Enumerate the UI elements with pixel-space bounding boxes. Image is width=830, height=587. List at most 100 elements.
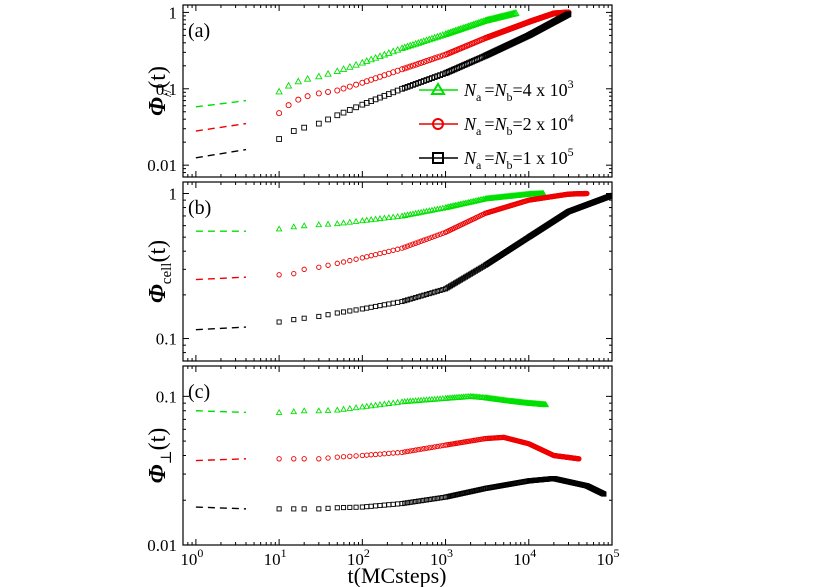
data-point-circle: [431, 55, 438, 62]
data-point-triangle: [300, 222, 308, 229]
legend-label-eq: =: [484, 80, 494, 100]
data-point-square: [359, 306, 365, 312]
data-point-triangle: [367, 402, 375, 409]
data-point-square: [353, 504, 359, 510]
data-point-circle: [364, 452, 370, 458]
data-point-triangle: [376, 401, 384, 408]
data-point-circle: [421, 237, 427, 243]
data-point-square: [399, 298, 405, 305]
data-point-circle: [372, 251, 379, 258]
legend-label-n2: N: [494, 80, 508, 100]
x-tick-labels: 100 101 102 103 104 105: [180, 546, 619, 569]
data-layer: [195, 9, 572, 159]
data-point-circle: [353, 81, 360, 88]
data-point-circle: [325, 88, 332, 95]
data-point-square: [418, 498, 424, 504]
x-tick-label-exponent: 5: [614, 546, 620, 560]
x-tick-label: 103: [430, 546, 453, 569]
data-point-circle: [407, 448, 413, 454]
y-tick-label: 1: [169, 3, 178, 22]
data-point-circle: [334, 260, 340, 266]
data-point-circle: [353, 256, 359, 262]
legend-label-exponent: 3: [568, 77, 574, 91]
data-point-triangle: [428, 34, 436, 42]
data-point-circle: [412, 447, 419, 453]
data-point-square: [432, 289, 438, 295]
data-point-square: [291, 317, 297, 323]
data-point-circle: [390, 450, 396, 456]
y-tick-label: 1: [169, 184, 178, 203]
data-point-square: [301, 124, 308, 131]
data-point-square: [437, 495, 443, 501]
data-point-triangle: [403, 42, 412, 50]
data-point-triangle: [367, 216, 375, 223]
legend-label-n2: N: [494, 114, 508, 134]
data-point-circle: [276, 110, 283, 117]
data-point-circle: [340, 85, 347, 92]
data-point-circle: [295, 96, 302, 103]
data-point-square: [407, 499, 413, 505]
y-tick-label: 0.1: [156, 330, 177, 349]
series-triangle: [195, 9, 520, 108]
data-point-triangle: [371, 53, 380, 61]
data-point-triangle: [430, 33, 439, 41]
data-point-circle: [402, 449, 408, 455]
data-point-square: [341, 309, 347, 315]
data-point-square: [609, 192, 612, 198]
data-point-circle: [426, 235, 432, 241]
data-point-square: [386, 301, 392, 307]
series-dashed-line: [195, 148, 247, 159]
data-point-triangle: [389, 213, 397, 220]
x-tick-label-base: 10: [180, 550, 197, 569]
x-tick-label: 104: [513, 546, 536, 569]
data-point-circle: [368, 452, 374, 458]
data-point-circle: [404, 243, 411, 249]
data-point-circle: [429, 444, 435, 451]
data-point-triangle: [324, 220, 332, 227]
x-tick-label: 101: [264, 546, 287, 569]
legend-label-n2: N: [494, 148, 508, 168]
data-point-square: [421, 497, 427, 503]
plot-frame: [182, 181, 613, 362]
x-tick-label-exponent: 2: [364, 546, 370, 560]
data-point-square: [334, 112, 341, 119]
y-axis-label-subscript: ⊥: [159, 450, 175, 464]
data-point-square: [377, 303, 383, 309]
data-point-square: [402, 298, 408, 304]
data-point-square: [395, 299, 401, 305]
data-point-triangle: [385, 49, 393, 56]
data-point-triangle: [290, 408, 298, 415]
data-point-square: [479, 54, 485, 61]
data-point-triangle: [425, 35, 434, 43]
data-point-circle: [407, 242, 413, 248]
data-point-circle: [381, 249, 388, 256]
y-tick-label: 0.1: [156, 80, 177, 99]
data-point-triangle: [290, 223, 298, 230]
data-point-circle: [434, 232, 441, 238]
data-point-circle: [301, 456, 307, 462]
data-point-circle: [437, 231, 443, 237]
legend-entry: Na =Nb=4 x 103: [419, 77, 574, 104]
series-circle: [195, 190, 590, 281]
data-point-circle: [418, 238, 424, 244]
data-point-square: [325, 505, 331, 511]
data-point-circle: [399, 245, 405, 251]
data-point-square: [434, 495, 440, 501]
data-point-circle: [304, 93, 311, 100]
data-point-triangle: [358, 217, 366, 224]
data-point-circle: [285, 102, 292, 109]
data-point-circle: [315, 90, 322, 97]
data-point-square: [364, 305, 370, 311]
series-circle: [195, 9, 572, 132]
x-tick-label-base: 10: [597, 550, 614, 569]
data-point-triangle: [333, 67, 342, 75]
data-point-circle: [410, 447, 416, 454]
y-axis-label-subscript: cell: [159, 263, 175, 285]
series-dashed-line: [195, 99, 247, 108]
legend-label-sub-b: b: [507, 158, 513, 172]
panel-3: 0.01 0.1 (c) Φ⊥(t): [145, 365, 613, 555]
data-point-triangle: [333, 406, 341, 413]
legend-label-value: =1 x 10: [513, 148, 568, 168]
data-point-circle: [420, 58, 427, 65]
data-point-triangle: [393, 45, 402, 53]
